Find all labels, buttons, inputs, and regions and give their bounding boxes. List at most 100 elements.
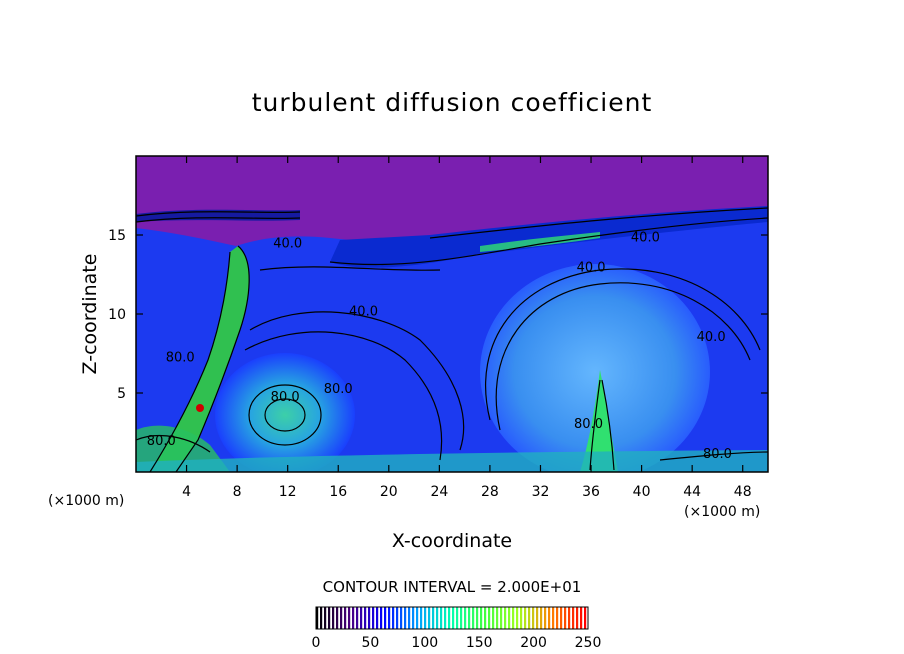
colorbar-stripe xyxy=(572,607,575,629)
field-floor xyxy=(136,450,768,472)
x-tick-label: 20 xyxy=(380,484,398,500)
colorbar-stripe xyxy=(396,607,399,629)
colorbar-stripe xyxy=(392,607,395,629)
x-unit-right: (×1000 m) xyxy=(684,504,760,520)
colorbar-stripe xyxy=(352,607,355,629)
colorbar-stripe xyxy=(516,607,519,629)
colorbar-stripe xyxy=(404,607,407,629)
colorbar-stripe xyxy=(372,607,375,629)
colorbar-stripe xyxy=(460,607,463,629)
colorbar-stripe xyxy=(540,607,543,629)
colorbar-stripe xyxy=(496,607,499,629)
colorbar-stripe xyxy=(524,607,527,629)
contour-label-layer: 40.0 40.0 40.0 40.0 40.0 80.0 80.0 80.0 80.0 80.0… xyxy=(147,230,732,461)
colorbar-stripe xyxy=(568,607,571,629)
y-tick-label: 10 xyxy=(108,307,126,323)
colorbar-stripe xyxy=(584,607,587,629)
colorbar-stripe xyxy=(512,607,515,629)
colorbar-stripe xyxy=(356,607,359,629)
colorbar-stripe xyxy=(380,607,383,629)
colorbar-stripe xyxy=(528,607,531,629)
x-tick-label: 8 xyxy=(233,484,242,500)
colorbar: 0 50 100 150 200 250 xyxy=(312,606,602,651)
colorbar-stripe xyxy=(428,607,431,629)
colorbar-stripe xyxy=(464,607,467,629)
x-tick-label: 28 xyxy=(481,484,499,500)
colorbar-stripe xyxy=(340,607,343,629)
x-tick-label: 12 xyxy=(279,484,297,500)
colorbar-stripe xyxy=(552,607,555,629)
colorbar-stripe xyxy=(432,607,435,629)
contour-label: 80.0 xyxy=(147,434,176,449)
colorbar-stripe xyxy=(576,607,579,629)
contour-interval-note: CONTOUR INTERVAL = 2.000E+01 xyxy=(323,578,582,596)
x-tick-label: 24 xyxy=(430,484,448,500)
colorbar-stripe xyxy=(444,607,447,629)
colorbar-stripe xyxy=(348,607,351,629)
contour-label: 80.0 xyxy=(324,382,353,397)
field-band-high xyxy=(330,206,768,268)
contour-label: 80.0 xyxy=(166,350,195,365)
contour-label: 40.0 xyxy=(697,330,726,345)
field-right-eddy xyxy=(480,264,710,472)
contour-label: 40.0 xyxy=(577,260,606,275)
chart-title: turbulent diffusion coefficient xyxy=(252,88,653,117)
x-tick-label: 32 xyxy=(532,484,550,500)
colorbar-ticks: 0 50 100 150 200 250 xyxy=(312,635,602,651)
colorbar-stripe xyxy=(472,607,475,629)
colorbar-stripe xyxy=(328,607,331,629)
x-axis-label: X-coordinate xyxy=(392,530,512,552)
y-axis-ticks: 5 10 15 xyxy=(108,228,768,402)
colorbar-tick-label: 100 xyxy=(411,635,438,651)
colorbar-stripe xyxy=(580,607,583,629)
contour-label: 80.0 xyxy=(271,390,300,405)
colorbar-stripe xyxy=(324,607,327,629)
colorbar-tick-label: 0 xyxy=(312,635,321,651)
field-front xyxy=(150,246,250,472)
x-tick-label: 44 xyxy=(683,484,701,500)
contour-label: 80.0 xyxy=(703,447,732,462)
field-band-green xyxy=(480,232,600,252)
colorbar-stripe xyxy=(536,607,539,629)
colorbar-stripe xyxy=(376,607,379,629)
colorbar-stripe xyxy=(336,607,339,629)
colorbar-frame xyxy=(315,606,589,630)
colorbar-stripe xyxy=(556,607,559,629)
x-unit-left: (×1000 m) xyxy=(48,493,124,509)
colorbar-stripe xyxy=(332,607,335,629)
colorbar-stripe xyxy=(416,607,419,629)
colorbar-stripe xyxy=(440,607,443,629)
colorbar-stripe xyxy=(408,607,411,629)
contour-label: 40.0 xyxy=(273,237,302,252)
field-bottom-right-jet xyxy=(580,370,618,472)
colorbar-stripe xyxy=(344,607,347,629)
field-upper-layer xyxy=(136,156,768,246)
colorbar-stripe xyxy=(520,607,523,629)
colorbar-tick-label: 50 xyxy=(361,635,379,651)
colorbar-stripe xyxy=(452,607,455,629)
colorbar-stripe xyxy=(544,607,547,629)
colorbar-stripe xyxy=(500,607,503,629)
plot-area xyxy=(136,156,768,472)
colorbar-stripe xyxy=(412,607,415,629)
x-tick-label: 48 xyxy=(734,484,752,500)
colorbar-stripe xyxy=(480,607,483,629)
colorbar-stripe xyxy=(476,607,479,629)
colorbar-stripe xyxy=(448,607,451,629)
colorbar-stripe xyxy=(420,607,423,629)
colorbar-stripe xyxy=(388,607,391,629)
contour-label: 40.0 xyxy=(631,230,660,245)
contour-label: 80.0 xyxy=(574,417,603,432)
contour-lines xyxy=(136,207,768,472)
colorbar-tick-label: 250 xyxy=(575,635,602,651)
field-peak xyxy=(196,404,204,412)
colorbar-stripe xyxy=(564,607,567,629)
colorbar-stripe xyxy=(436,607,439,629)
x-tick-label: 40 xyxy=(633,484,651,500)
colorbar-stripe xyxy=(316,607,319,629)
contour-label: 40.0 xyxy=(349,305,378,320)
colorbar-stripes xyxy=(316,607,587,629)
colorbar-stripe xyxy=(508,607,511,629)
colorbar-stripe xyxy=(360,607,363,629)
